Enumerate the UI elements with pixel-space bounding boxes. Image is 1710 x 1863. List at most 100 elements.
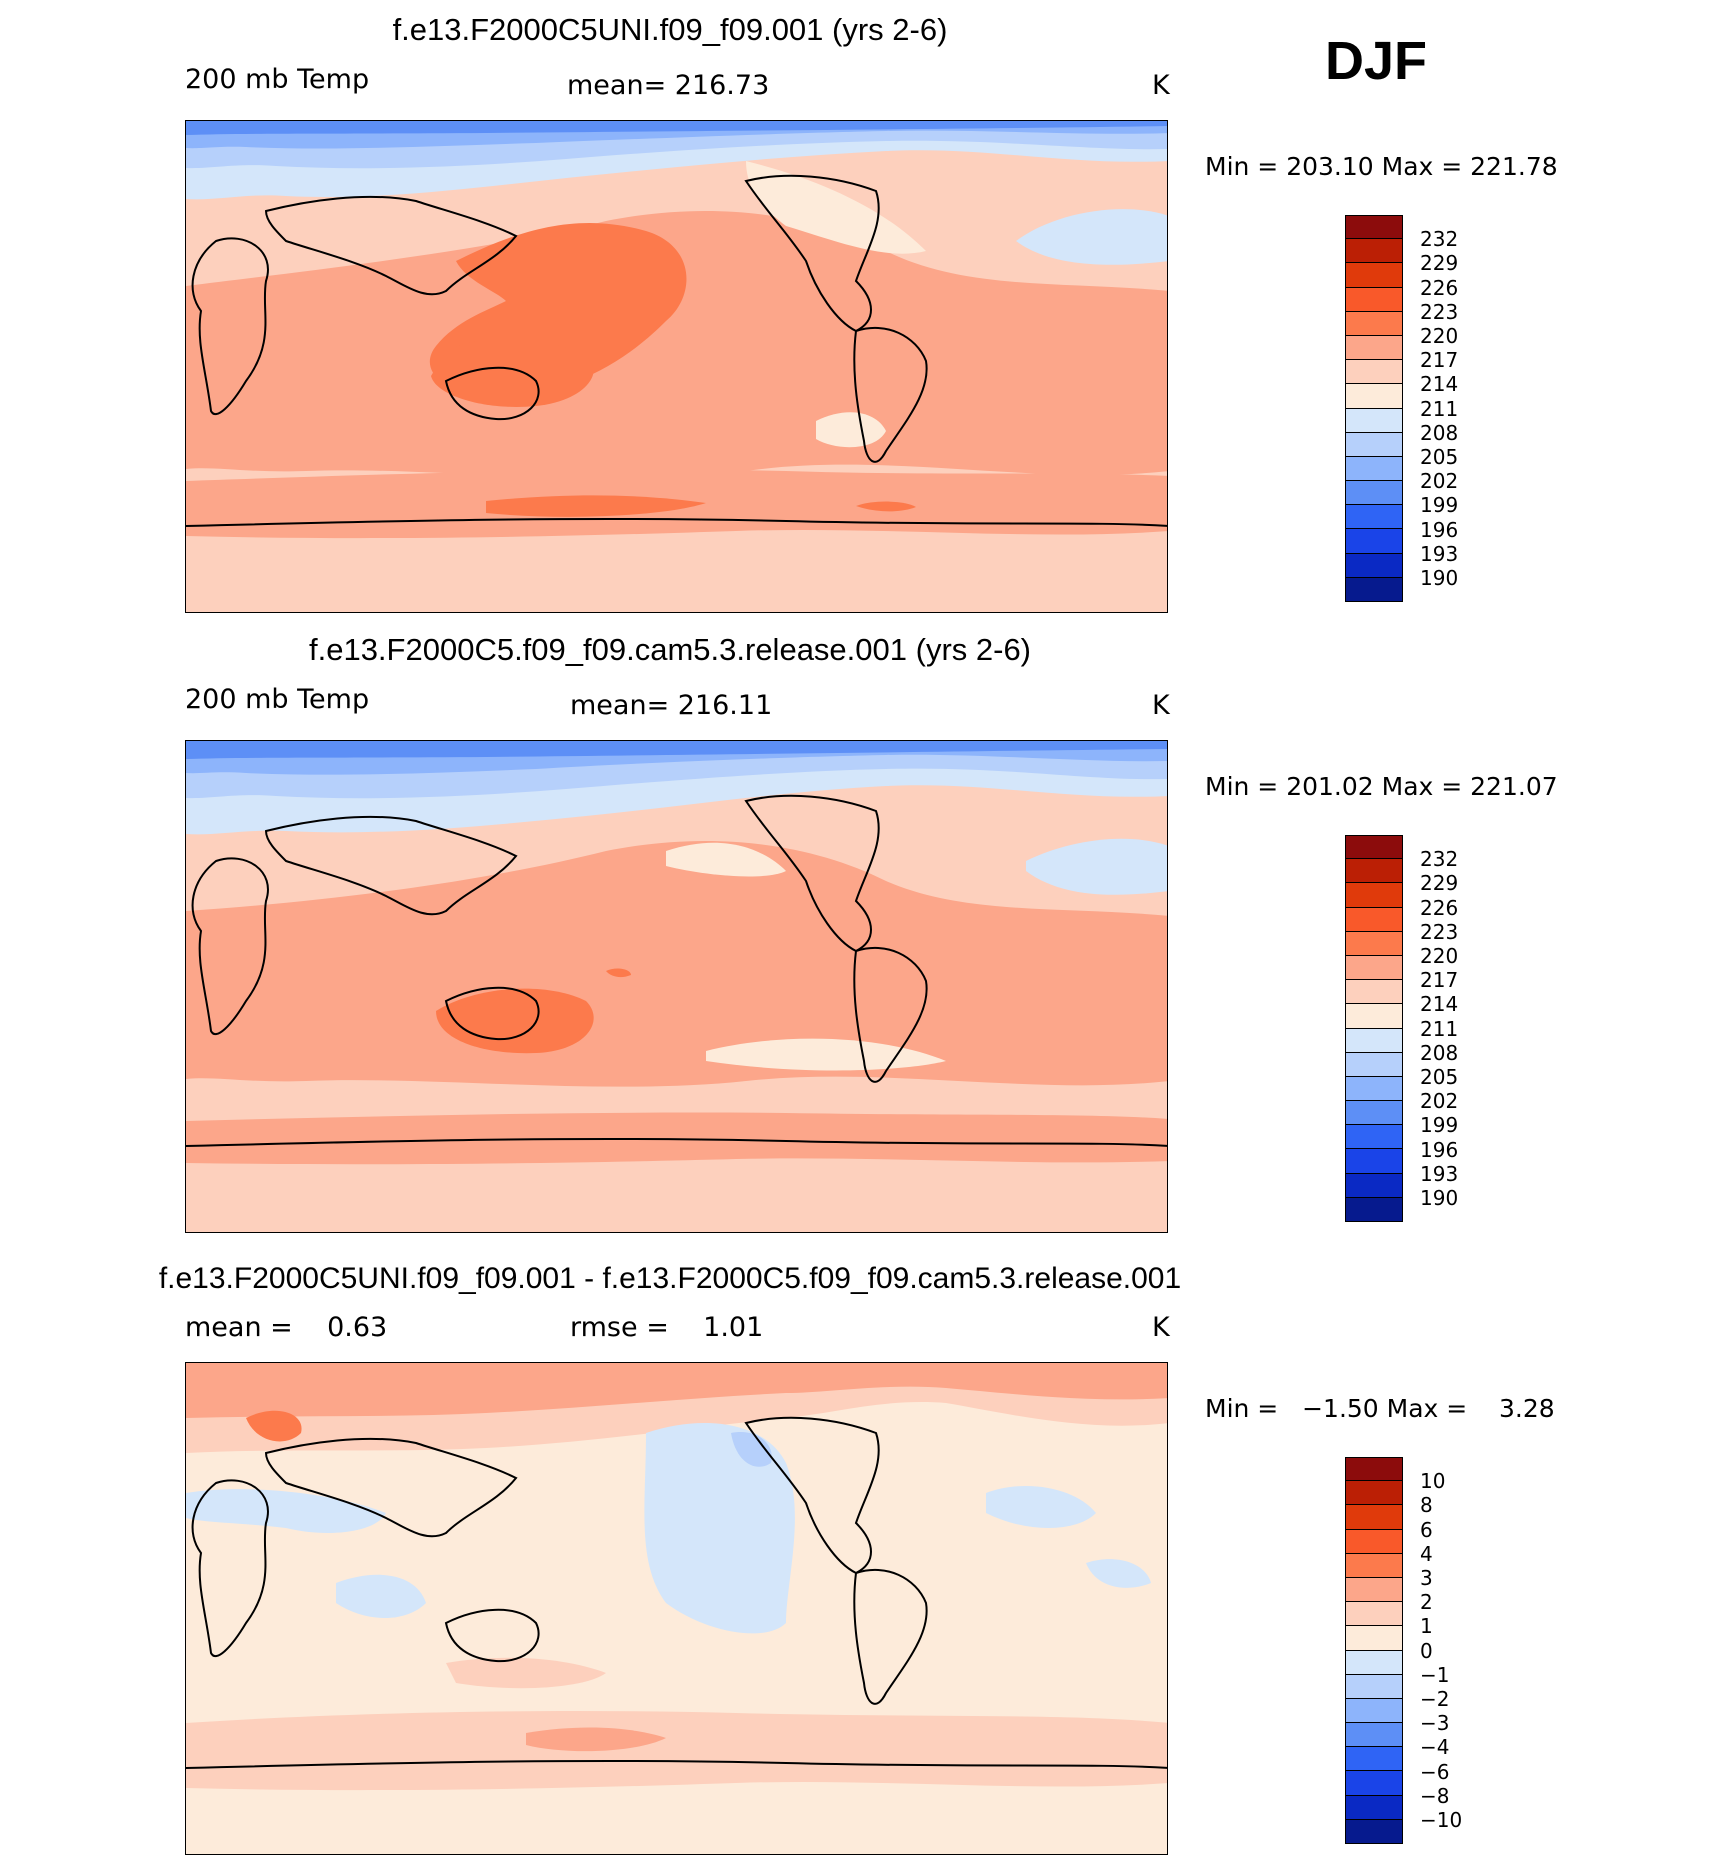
colorbar-swatch: [1345, 931, 1403, 956]
colorbar-tick-label: 1: [1420, 1614, 1433, 1639]
panel-3-rmse-label: rmse = 1.01: [570, 1312, 764, 1343]
panel-2-colorbar: [1345, 835, 1403, 1222]
colorbar-swatch: [1345, 432, 1403, 457]
colorbar-tick-label: 226: [1420, 275, 1459, 300]
colorbar-swatch: [1345, 1795, 1403, 1820]
colorbar-tick-label: 232: [1420, 847, 1459, 872]
colorbar-tick-label: 232: [1420, 227, 1459, 252]
panel-3-minmax: Min = −1.50 Max = 3.28: [1205, 1394, 1555, 1423]
colorbar-swatch: [1345, 287, 1403, 312]
colorbar-tick-label: 208: [1420, 1040, 1459, 1065]
colorbar-tick-label: 223: [1420, 299, 1459, 324]
colorbar-tick-label: −1: [1420, 1662, 1450, 1687]
colorbar-tick-label: −3: [1420, 1711, 1450, 1736]
colorbar-swatch: [1345, 384, 1403, 409]
colorbar-swatch: [1345, 1602, 1403, 1627]
colorbar-swatch: [1345, 1747, 1403, 1772]
colorbar-swatch: [1345, 1577, 1403, 1603]
colorbar-swatch: [1345, 1101, 1403, 1126]
panel-3-map: [185, 1362, 1168, 1855]
colorbar-swatch: [1345, 1698, 1403, 1724]
colorbar-swatch: [1345, 553, 1403, 578]
colorbar-swatch: [1345, 239, 1403, 264]
colorbar-tick-label: 202: [1420, 1089, 1459, 1114]
colorbar-swatch: [1345, 1505, 1403, 1530]
colorbar-tick-label: 229: [1420, 871, 1459, 896]
colorbar-tick-label: 196: [1420, 1137, 1459, 1162]
colorbar-swatch: [1345, 1149, 1403, 1174]
panel-1-variable-label: 200 mb Temp: [185, 64, 370, 95]
colorbar-tick-label: 211: [1420, 1016, 1459, 1041]
colorbar-swatch: [1345, 1004, 1403, 1029]
colorbar-swatch: [1345, 263, 1403, 288]
colorbar-tick-label: 220: [1420, 324, 1459, 348]
colorbar-tick-label: −2: [1420, 1687, 1450, 1711]
colorbar-tick-label: 3: [1420, 1566, 1433, 1590]
panel-2-title: f.e13.F2000C5.f09_f09.cam5.3.release.001…: [308, 632, 1032, 667]
colorbar-swatch: [1345, 1553, 1403, 1578]
colorbar-swatch: [1345, 1173, 1403, 1198]
panel-3-colorbar: [1345, 1457, 1403, 1844]
colorbar-swatch: [1345, 1819, 1403, 1844]
colorbar-tick-label: 2: [1420, 1590, 1433, 1615]
colorbar-tick-label: −4: [1420, 1735, 1450, 1760]
panel-2-minmax: Min = 201.02 Max = 221.07: [1205, 772, 1558, 801]
colorbar-swatch: [1345, 835, 1403, 860]
colorbar-swatch: [1345, 1626, 1403, 1651]
colorbar-swatch: [1345, 1125, 1403, 1150]
colorbar-swatch: [1345, 408, 1403, 433]
colorbar-swatch: [1345, 360, 1403, 385]
colorbar-tick-label: 223: [1420, 919, 1459, 944]
colorbar-tick-label: 226: [1420, 895, 1459, 920]
colorbar-swatch: [1345, 883, 1403, 908]
panel-2-units: K: [1152, 690, 1170, 721]
colorbar-tick-label: 217: [1420, 968, 1459, 993]
panel-1-title: f.e13.F2000C5UNI.f09_f09.001 (yrs 2-6): [392, 12, 948, 47]
colorbar-tick-label: 205: [1420, 1065, 1459, 1089]
colorbar-swatch: [1345, 481, 1403, 506]
colorbar-swatch: [1345, 955, 1403, 981]
colorbar-tick-label: 211: [1420, 396, 1459, 421]
panel-2-mean-label: mean= 216.11: [570, 690, 773, 721]
panel-2-map: [185, 740, 1168, 1233]
panel-1-units: K: [1152, 70, 1170, 101]
colorbar-tick-label: 0: [1420, 1638, 1433, 1663]
colorbar-swatch: [1345, 1076, 1403, 1102]
colorbar-swatch: [1345, 1028, 1403, 1053]
colorbar-tick-label: 214: [1420, 372, 1459, 397]
colorbar-swatch: [1345, 1674, 1403, 1699]
season-label: DJF: [1325, 31, 1428, 91]
colorbar-swatch: [1345, 215, 1403, 240]
colorbar-tick-label: 6: [1420, 1517, 1433, 1542]
colorbar-swatch: [1345, 505, 1403, 530]
colorbar-tick-label: 229: [1420, 251, 1459, 276]
colorbar-swatch: [1345, 529, 1403, 554]
colorbar-swatch: [1345, 577, 1403, 602]
colorbar-tick-label: 220: [1420, 944, 1459, 968]
colorbar-tick-label: 214: [1420, 992, 1459, 1017]
colorbar-tick-label: 4: [1420, 1541, 1433, 1566]
colorbar-tick-label: −8: [1420, 1783, 1450, 1808]
colorbar-tick-label: 217: [1420, 348, 1459, 373]
panel-1-minmax: Min = 203.10 Max = 221.78: [1205, 152, 1558, 181]
colorbar-tick-label: 10: [1420, 1469, 1446, 1494]
colorbar-swatch: [1345, 456, 1403, 482]
colorbar-tick-label: 190: [1420, 566, 1459, 590]
colorbar-tick-label: 202: [1420, 469, 1459, 494]
colorbar-tick-label: 190: [1420, 1186, 1459, 1210]
colorbar-swatch: [1345, 1457, 1403, 1482]
colorbar-swatch: [1345, 311, 1403, 336]
colorbar-swatch: [1345, 1481, 1403, 1506]
colorbar-swatch: [1345, 1650, 1403, 1675]
colorbar-swatch: [1345, 907, 1403, 932]
panel-1-mean-label: mean= 216.73: [567, 70, 770, 101]
colorbar-tick-label: 193: [1420, 1161, 1459, 1186]
colorbar-swatch: [1345, 1723, 1403, 1748]
colorbar-swatch: [1345, 1529, 1403, 1554]
colorbar-swatch: [1345, 335, 1403, 361]
colorbar-tick-label: 8: [1420, 1493, 1433, 1518]
panel-1-map: [185, 120, 1168, 613]
colorbar-swatch: [1345, 1052, 1403, 1077]
panel-3-title: f.e13.F2000C5UNI.f09_f09.001 - f.e13.F20…: [158, 1262, 1182, 1295]
panel-2-variable-label: 200 mb Temp: [185, 684, 370, 715]
